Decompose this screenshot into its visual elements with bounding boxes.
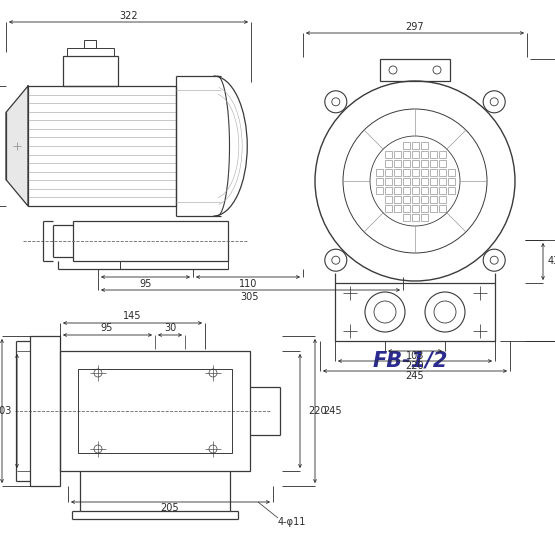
- Polygon shape: [6, 86, 28, 206]
- Bar: [335, 283, 495, 341]
- Bar: [67, 48, 114, 56]
- Bar: [402, 187, 410, 193]
- Bar: [376, 168, 382, 175]
- Text: 322: 322: [119, 11, 138, 21]
- Bar: [380, 59, 450, 81]
- Bar: [385, 196, 391, 203]
- Text: 43: 43: [548, 257, 555, 266]
- Bar: [438, 168, 446, 175]
- Text: 110: 110: [239, 279, 257, 289]
- Text: 95: 95: [139, 279, 152, 289]
- Bar: [385, 205, 391, 212]
- Text: 145: 145: [123, 311, 142, 321]
- Bar: [402, 142, 410, 148]
- Bar: [385, 187, 391, 193]
- Bar: [411, 213, 418, 220]
- Bar: [376, 177, 382, 184]
- Bar: [430, 160, 436, 167]
- Text: 30: 30: [164, 323, 176, 333]
- Text: 220: 220: [308, 406, 327, 416]
- Bar: [438, 187, 446, 193]
- Bar: [411, 160, 418, 167]
- Bar: [411, 151, 418, 158]
- Bar: [60, 351, 250, 471]
- Bar: [376, 187, 382, 193]
- Bar: [411, 168, 418, 175]
- Bar: [385, 160, 391, 167]
- Bar: [438, 205, 446, 212]
- Bar: [393, 160, 401, 167]
- Text: 205: 205: [161, 503, 179, 513]
- Bar: [393, 177, 401, 184]
- Bar: [421, 213, 427, 220]
- Bar: [402, 151, 410, 158]
- Bar: [430, 205, 436, 212]
- Bar: [78, 369, 232, 453]
- Bar: [84, 40, 96, 48]
- Text: 4-φ11: 4-φ11: [278, 517, 306, 527]
- Bar: [63, 56, 118, 86]
- Bar: [385, 177, 391, 184]
- Bar: [402, 196, 410, 203]
- Text: FB-1/2: FB-1/2: [372, 351, 448, 371]
- Bar: [430, 177, 436, 184]
- Bar: [438, 177, 446, 184]
- Bar: [447, 177, 455, 184]
- Text: 305: 305: [241, 292, 259, 302]
- Bar: [438, 160, 446, 167]
- Bar: [385, 151, 391, 158]
- Bar: [421, 205, 427, 212]
- Bar: [73, 221, 228, 261]
- Bar: [411, 196, 418, 203]
- Bar: [30, 336, 60, 486]
- Bar: [421, 187, 427, 193]
- Bar: [385, 168, 391, 175]
- Bar: [421, 177, 427, 184]
- Bar: [393, 196, 401, 203]
- Text: 103: 103: [0, 406, 12, 416]
- Bar: [402, 177, 410, 184]
- Bar: [402, 160, 410, 167]
- Text: 245: 245: [406, 371, 425, 381]
- Bar: [393, 151, 401, 158]
- Bar: [430, 196, 436, 203]
- Bar: [411, 177, 418, 184]
- Bar: [28, 86, 176, 206]
- Bar: [411, 205, 418, 212]
- Bar: [447, 187, 455, 193]
- Bar: [421, 151, 427, 158]
- Bar: [438, 196, 446, 203]
- Text: 245: 245: [323, 406, 342, 416]
- Bar: [447, 168, 455, 175]
- Bar: [393, 187, 401, 193]
- Bar: [411, 142, 418, 148]
- Bar: [411, 187, 418, 193]
- Bar: [402, 213, 410, 220]
- Bar: [402, 205, 410, 212]
- Bar: [393, 205, 401, 212]
- Text: 95: 95: [101, 323, 113, 333]
- Bar: [421, 142, 427, 148]
- Text: 220: 220: [406, 361, 425, 371]
- Bar: [421, 196, 427, 203]
- Bar: [430, 187, 436, 193]
- Bar: [430, 168, 436, 175]
- Text: 103: 103: [406, 351, 424, 361]
- Bar: [438, 151, 446, 158]
- Bar: [421, 168, 427, 175]
- Bar: [393, 168, 401, 175]
- Bar: [402, 168, 410, 175]
- Bar: [421, 160, 427, 167]
- Text: 297: 297: [406, 22, 425, 32]
- Bar: [430, 151, 436, 158]
